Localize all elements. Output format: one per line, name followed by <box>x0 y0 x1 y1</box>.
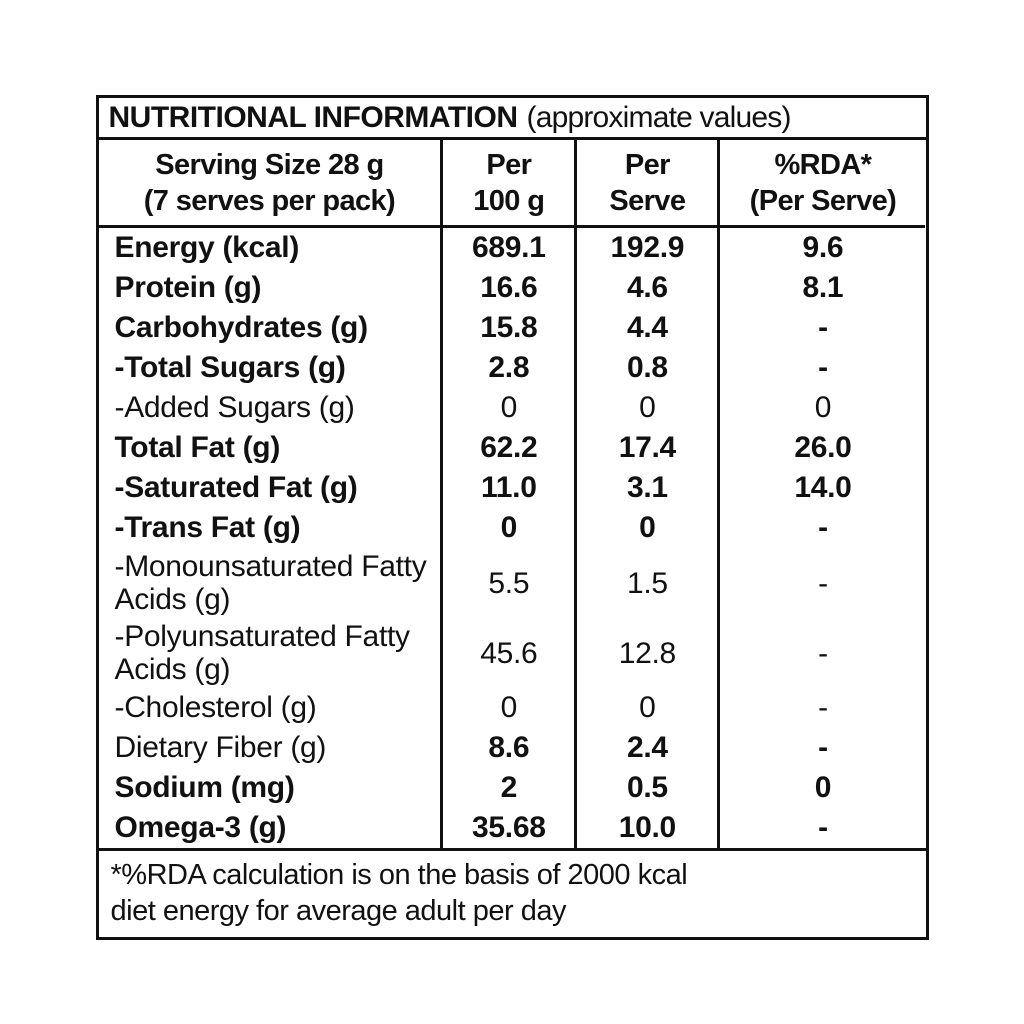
value-per-100g: 0 <box>443 688 578 728</box>
value-per-100g: 2.8 <box>443 348 578 388</box>
value-per-serve: 4.6 <box>577 268 721 308</box>
value-per-serve: 0.5 <box>577 768 721 808</box>
value-per-serve: 0 <box>577 388 721 428</box>
value-rda: - <box>818 311 828 344</box>
value-per-100g: 16.6 <box>443 268 578 308</box>
value-per-100g: 2 <box>443 768 578 808</box>
nutrient-label: Omega-3 (g) <box>99 808 444 848</box>
nutrient-label: Sodium (mg) <box>99 768 444 808</box>
value-per-100g: 35.68 <box>443 808 578 848</box>
nutrient-label: -Added Sugars (g) <box>99 388 444 428</box>
value-rda: 0 <box>814 771 832 804</box>
value-rda: - <box>818 566 828 600</box>
serving-size-line1: Serving Size 28 g <box>155 148 384 181</box>
value-rda: - <box>818 636 828 670</box>
column-header-row: Serving Size 28 g (7 serves per pack) Pe… <box>98 140 926 228</box>
value-per-serve: 2.4 <box>577 728 721 768</box>
value-per-serve: 17.4 <box>577 428 721 468</box>
value-rda: 0 <box>814 391 832 424</box>
nutrient-label: -Total Sugars (g) <box>99 348 444 388</box>
value-rda: 9.6 <box>802 231 844 264</box>
value-per-100g: 0 <box>443 388 578 428</box>
value-rda: - <box>818 511 828 544</box>
header-cell-rda: %RDA* (Per Serve) <box>720 140 926 228</box>
value-per-serve: 0 <box>577 688 721 728</box>
value-per-100g: 45.6 <box>443 618 578 688</box>
rda-line1: %RDA* <box>774 148 872 181</box>
value-rda: 26.0 <box>794 431 852 464</box>
per-100g-line1: Per <box>486 148 532 181</box>
value-rda: 8.1 <box>802 271 844 304</box>
value-per-serve: 0 <box>577 508 721 548</box>
nutrient-label: Carbohydrates (g) <box>99 308 444 348</box>
rda-footnote-line2: diet energy for average adult per day <box>110 895 567 927</box>
header-cell-per-100g: Per 100 g <box>443 140 578 228</box>
header-cell-serving-size: Serving Size 28 g (7 serves per pack) <box>98 140 444 228</box>
nutrient-label: -Saturated Fat (g) <box>99 468 444 508</box>
value-per-serve: 0.8 <box>577 348 721 388</box>
value-per-100g: 62.2 <box>443 428 578 468</box>
table-title: NUTRITIONAL INFORMATION <box>108 100 519 134</box>
table-title-row: NUTRITIONAL INFORMATION (approximate val… <box>98 98 926 140</box>
nutrient-label: Total Fat (g) <box>99 428 444 468</box>
header-cell-per-serve: Per Serve <box>577 140 721 228</box>
serving-size-line2: (7 serves per pack) <box>143 184 396 217</box>
value-per-100g: 5.5 <box>443 548 578 618</box>
value-per-serve: 10.0 <box>577 808 721 848</box>
value-per-100g: 0 <box>443 508 578 548</box>
value-per-100g: 8.6 <box>443 728 578 768</box>
rda-line2: (Per Serve) <box>749 184 897 217</box>
nutrient-label: -Monounsaturated Fatty Acids (g) <box>99 548 444 618</box>
value-per-serve: 1.5 <box>577 548 721 618</box>
value-per-100g: 15.8 <box>443 308 578 348</box>
nutrient-label: Dietary Fiber (g) <box>99 728 444 768</box>
rda-footnote-line1: *%RDA calculation is on the basis of 200… <box>110 859 688 891</box>
value-per-serve: 4.4 <box>577 308 721 348</box>
value-rda: - <box>818 811 828 844</box>
value-per-serve: 12.8 <box>577 618 721 688</box>
nutrient-table-body: Energy (kcal) 689.1 192.9 9.6 Protein (g… <box>98 228 926 851</box>
nutrient-label: -Trans Fat (g) <box>99 508 444 548</box>
value-per-serve: 192.9 <box>577 228 721 268</box>
nutrient-label: Energy (kcal) <box>99 228 444 268</box>
value-rda: - <box>818 351 828 384</box>
table-title-note: (approximate values) <box>526 100 792 134</box>
nutrient-label: Protein (g) <box>99 268 444 308</box>
nutrition-table: NUTRITIONAL INFORMATION (approximate val… <box>95 95 929 940</box>
nutrient-label: -Polyunsaturated Fatty Acids (g) <box>99 618 444 688</box>
value-per-serve: 3.1 <box>577 468 721 508</box>
value-per-100g: 689.1 <box>443 228 578 268</box>
value-rda: - <box>818 731 828 764</box>
rda-footnote: *%RDA calculation is on the basis of 200… <box>99 851 926 937</box>
value-rda: 14.0 <box>794 471 852 504</box>
per-serve-line1: Per <box>624 148 671 181</box>
per-100g-line2: 100 g <box>473 184 545 217</box>
nutrient-label: -Cholesterol (g) <box>99 688 444 728</box>
value-rda: - <box>818 691 828 724</box>
value-per-100g: 11.0 <box>443 468 578 508</box>
per-serve-line2: Serve <box>609 184 686 217</box>
